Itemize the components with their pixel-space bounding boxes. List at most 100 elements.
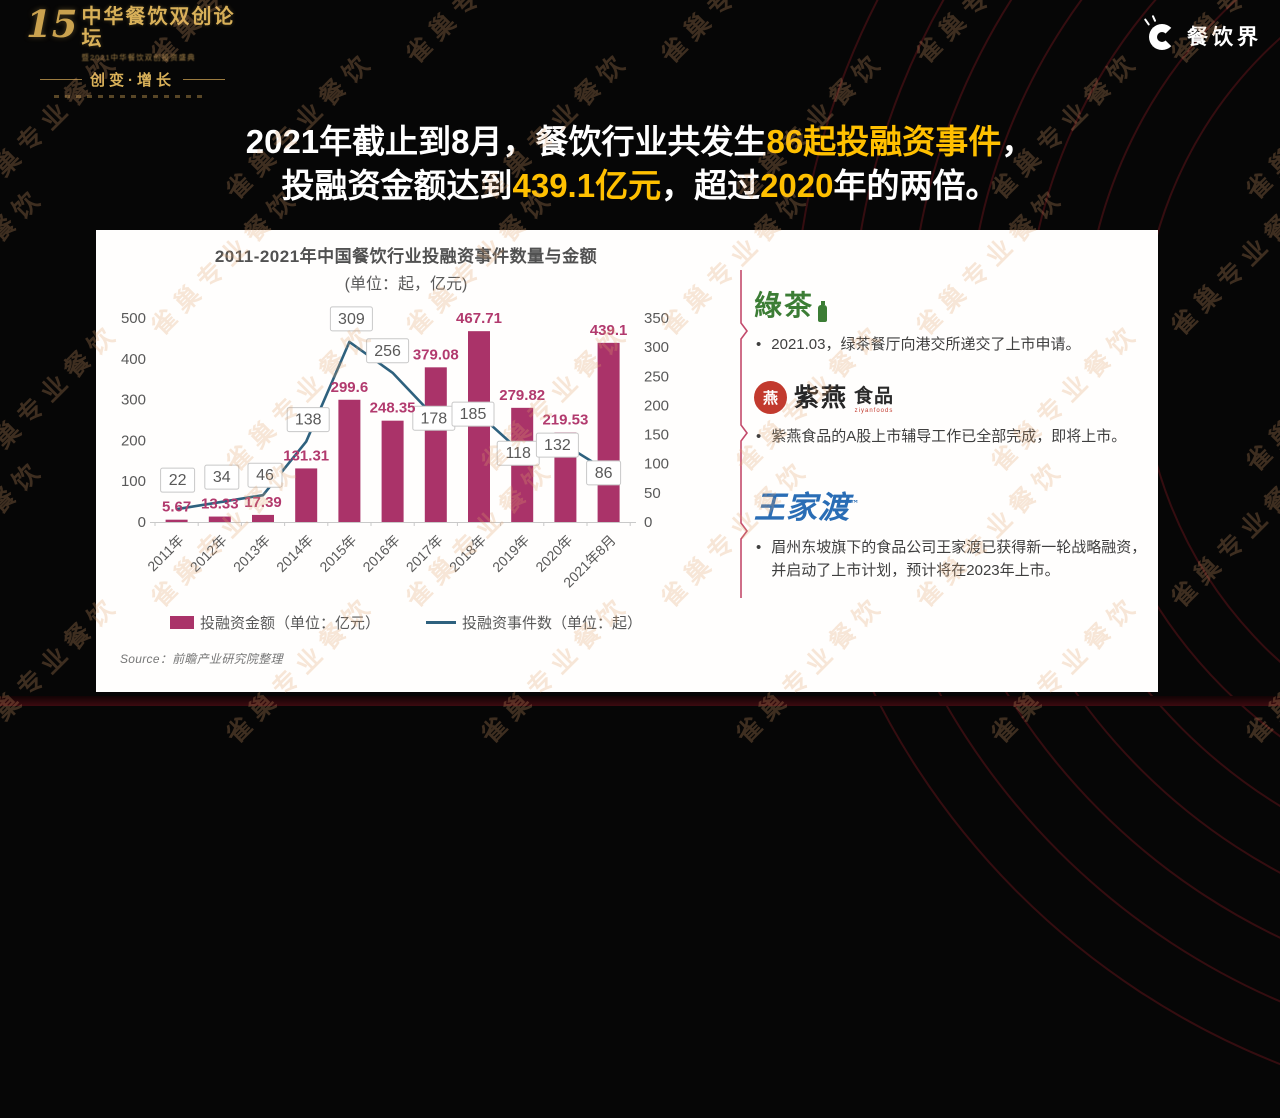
- x-axis-label: 2011年: [144, 532, 187, 575]
- ziyan-seal-icon: 燕: [754, 381, 787, 414]
- bottle-icon: [818, 301, 828, 322]
- event-label-box: [160, 467, 196, 493]
- headline-text: ，: [1001, 123, 1035, 160]
- event-label-box: [366, 338, 410, 364]
- brand-block-ziyan: 燕 紫燕 食品 ziyanfoods • 紫燕食品的A股上市辅导工作已全部完成，…: [754, 378, 1152, 449]
- left-axis-tick: 0: [138, 514, 146, 531]
- bar-2021年8月: [597, 342, 620, 522]
- c-ring-icon: [1143, 14, 1178, 52]
- right-axis-tick: 0: [644, 514, 652, 531]
- legend-line-swatch: [426, 621, 456, 624]
- event-label: 178: [420, 410, 447, 427]
- event-label-box: [451, 401, 495, 427]
- event-logo-number: 15: [26, 2, 78, 46]
- watermark-text: 雀巢专业餐饮: [396, 0, 561, 71]
- tagline-rule-right: [183, 79, 225, 80]
- event-label: 309: [338, 311, 365, 328]
- x-axis-label: 2018年: [446, 532, 489, 575]
- chart-legend: 投融资金额（单位：亿元） 投融资事件数（单位：起）: [126, 612, 686, 633]
- legend-bar-label: 投融资金额（单位：亿元）: [199, 615, 380, 632]
- event-label: 138: [295, 412, 322, 429]
- amount-label: 248.35: [370, 400, 416, 417]
- bar-2013年: [252, 514, 274, 522]
- wangjiadu-bullet-text: 眉州东坡旗下的食品公司王家渡已获得新一轮战略融资，并启动了上市计划，预计将在20…: [771, 539, 1147, 579]
- amount-label: 219.53: [542, 411, 588, 428]
- amount-label: 279.82: [499, 387, 545, 404]
- x-axis-label: 2017年: [403, 532, 446, 575]
- watermark-text: 雀巢专业餐饮: [651, 0, 816, 71]
- chart-subtitle: (单位：起，亿元): [344, 276, 468, 293]
- right-axis-tick: 300: [644, 339, 669, 356]
- ziyan-bullet-text: 紫燕食品的A股上市辅导工作已全部完成，即将上市。: [771, 428, 1127, 445]
- legend-line-label: 投融资事件数（单位：起）: [462, 615, 643, 632]
- headline-accent-text: 2020: [760, 167, 834, 204]
- amount-label: 439.1: [590, 322, 628, 339]
- event-label: 22: [169, 472, 187, 489]
- headline-accent-text: 86起投融资事件: [766, 123, 1002, 160]
- bullet-dot: •: [756, 336, 762, 353]
- headline-line-2: 投融资金额达到439.1亿元，超过2020年的两倍。: [0, 164, 1280, 208]
- event-label-box: [204, 464, 240, 490]
- section-divider: [740, 270, 748, 598]
- brand-block-wangjiadu: 王家渡™ • 眉州东坡旗下的食品公司王家渡已获得新一轮战略融资，并启动了上市计划…: [754, 482, 1152, 582]
- headline-text: 2021年截止到8月，餐饮行业共发生: [245, 123, 767, 160]
- amount-label: 13.33: [201, 496, 239, 513]
- bar-2017年: [424, 367, 447, 522]
- headline-text: 投融资金额达到: [281, 167, 513, 204]
- legend-item-amount: 投融资金额（单位：亿元）: [169, 612, 380, 633]
- left-axis-tick: 500: [121, 310, 146, 327]
- chart-title: 2011-2021年中国餐饮行业投融资事件数量与金额: [214, 247, 598, 266]
- x-axis-label: 2014年: [273, 532, 316, 575]
- chart-source: Source：前瞻产业研究院整理: [120, 652, 283, 666]
- event-label: 86: [595, 465, 613, 482]
- headline-line-1: 2021年截止到8月，餐饮行业共发生86起投融资事件，: [0, 120, 1280, 164]
- right-axis-tick: 200: [644, 397, 669, 414]
- ziyan-logo-suffix: 食品: [854, 386, 895, 407]
- event-logo-subtitle: 暨2021中华餐饮双创投资盛典: [81, 53, 196, 62]
- left-axis-tick: 300: [121, 392, 146, 409]
- wangjiadu-logo: 王家渡™: [754, 482, 1152, 527]
- event-logo-dots: [54, 95, 204, 98]
- right-axis-tick: 50: [644, 485, 661, 502]
- x-axis-label: 2019年: [489, 532, 532, 575]
- headline: 2021年截止到8月，餐饮行业共发生86起投融资事件， 投融资金额达到439.1…: [0, 120, 1280, 208]
- event-label: 185: [460, 406, 487, 423]
- legend-bar-swatch: [169, 616, 194, 629]
- x-axis-label: 2012年: [187, 532, 230, 575]
- greentea-bullet: • 2021.03，绿茶餐厅向港交所递交了上市申请。: [754, 334, 1152, 357]
- x-axis-label: 2020年: [532, 532, 575, 575]
- right-axis-tick: 350: [644, 310, 669, 327]
- brand-news-column: 綠茶 • 2021.03，绿茶餐厅向港交所递交了上市申请。 燕 紫燕 食品 zi…: [754, 270, 1152, 670]
- bullet-dot: •: [756, 539, 762, 556]
- right-axis-tick: 100: [644, 456, 669, 473]
- wangjiadu-logo-text: 王家渡: [754, 490, 850, 526]
- x-axis-label: 2015年: [316, 532, 359, 575]
- bar-2014年: [295, 468, 318, 522]
- headline-accent-text: 439.1亿元: [512, 167, 662, 204]
- right-axis-tick: 250: [644, 368, 669, 385]
- headline-text: ，超过: [661, 167, 761, 204]
- brand-block-greentea: 綠茶 • 2021.03，绿茶餐厅向港交所递交了上市申请。: [754, 284, 1152, 357]
- x-axis-label: 2016年: [359, 532, 402, 575]
- event-label: 256: [374, 343, 401, 360]
- event-logo-tagline: 创变·增长: [90, 72, 175, 89]
- amount-label: 467.71: [456, 310, 502, 327]
- site-logo-name: 餐饮界: [1187, 26, 1262, 49]
- left-axis-tick: 100: [121, 473, 146, 490]
- amount-label: 299.6: [331, 379, 369, 396]
- ziyan-logo-subtext: ziyanfoods: [854, 408, 894, 414]
- event-label: 34: [213, 469, 231, 486]
- event-label-box: [286, 407, 330, 433]
- chart-panel: 2011-2021年中国餐饮行业投融资事件数量与金额 (单位：起，亿元) 0 10…: [96, 230, 1158, 692]
- event-label-box: [586, 460, 622, 486]
- bottom-strip: [0, 696, 1280, 706]
- event-label-box: [247, 462, 283, 488]
- ziyan-bullet: • 紫燕食品的A股上市辅导工作已全部完成，即将上市。: [754, 426, 1152, 449]
- greentea-bullet-text: 2021.03，绿茶餐厅向港交所递交了上市申请。: [771, 336, 1081, 353]
- greentea-logo-text: 綠茶: [754, 289, 815, 322]
- event-logo: 15 中华餐饮双创论坛 暨2021中华餐饮双创投资盛典 创变·增长: [26, 6, 256, 98]
- headline-text: 年的两倍。: [833, 167, 999, 204]
- ziyan-logo-text: 紫燕: [794, 384, 849, 412]
- watermark-text: 雀巢专业餐饮: [0, 453, 51, 614]
